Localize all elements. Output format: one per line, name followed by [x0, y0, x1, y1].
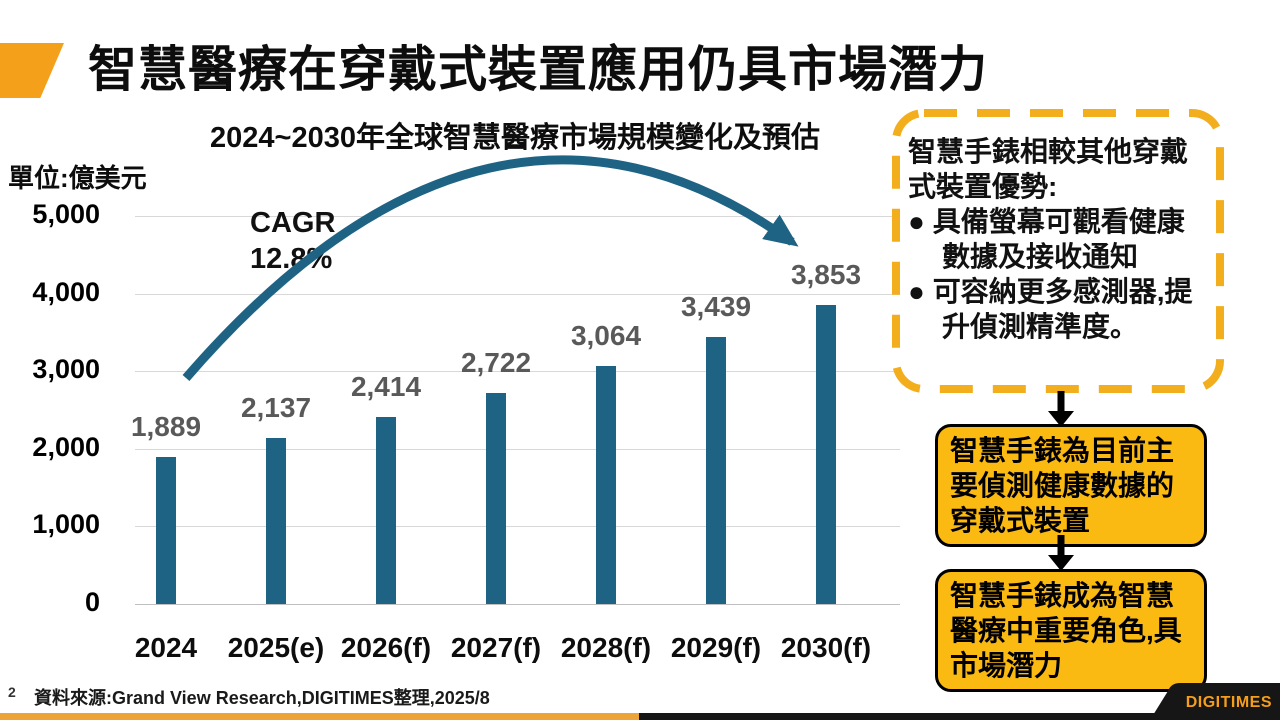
- page-title: 智慧醫療在穿戴式裝置應用仍具市場潛力: [88, 43, 989, 97]
- callout-bullet-1-text: 具備螢幕可觀看健康數據及接收通知: [932, 206, 1185, 272]
- gridline: [135, 448, 900, 450]
- gridline: [135, 293, 900, 295]
- x-axis-label: 2027(f): [450, 632, 542, 663]
- y-axis-label: 1,000: [32, 509, 100, 540]
- x-axis-label: 2029(f): [670, 632, 762, 663]
- gridline: [135, 604, 900, 605]
- bar-value-label: 2,722: [460, 346, 532, 378]
- bar-2030(f): [816, 305, 836, 604]
- y-axis-label: 3,000: [32, 354, 100, 385]
- x-axis-label: 2030(f): [780, 632, 872, 663]
- trend-arrow-icon: [182, 155, 799, 381]
- bar-2027(f): [486, 392, 506, 604]
- gridline: [135, 371, 900, 373]
- cagr-line1: CAGR: [250, 207, 336, 239]
- footer-orange-strip: [0, 713, 639, 720]
- digitimes-logo: DIGITIMES: [1185, 694, 1272, 711]
- x-axis-label: 2026(f): [340, 632, 432, 663]
- bar-2024: [156, 457, 176, 604]
- callout-bullet-2-text: 可容納更多感測器,提升偵測精準度。: [932, 276, 1193, 342]
- y-axis-label: 0: [84, 587, 100, 617]
- x-axis-label: 2028(f): [560, 632, 652, 663]
- bar-2028(f): [596, 366, 616, 604]
- gridline: [135, 216, 900, 217]
- callout-intro: 智慧手錶相較其他穿戴式裝置優勢:: [908, 136, 1189, 202]
- bar-2026(f): [376, 416, 396, 604]
- callout-dashed-border: [892, 109, 1224, 393]
- bar-2029(f): [706, 337, 726, 604]
- y-axis-label: 5,000: [32, 199, 100, 229]
- y-axis-label: 2,000: [32, 431, 100, 462]
- flow-box-smartwatch-current: 智慧手錶為目前主要偵測健康數據的穿戴式裝置: [935, 424, 1207, 547]
- chart-unit-label: 單位:億美元: [8, 163, 147, 193]
- x-axis-label: 2024: [134, 632, 198, 663]
- y-axis-label: 4,000: [32, 276, 100, 307]
- bar-2025(e): [266, 438, 286, 604]
- source-note: 資料來源:Grand View Research,DIGITIMES整理,202…: [34, 688, 490, 708]
- page-number: 2: [8, 684, 16, 700]
- callout-bullet-2: ● 可容納更多感測器,提升偵測精準度。: [908, 276, 1193, 342]
- bar-value-label: 1,889: [130, 411, 202, 443]
- bar-value-label: 3,853: [790, 259, 862, 290]
- flow-arrow-icon: [1048, 535, 1074, 571]
- bar-value-label: 3,439: [680, 291, 752, 323]
- callout-box: 智慧手錶相較其他穿戴式裝置優勢: ● 具備螢幕可觀看健康數據及接收通知 ● 可容…: [908, 134, 1210, 344]
- bar-value-label: 3,064: [570, 320, 642, 352]
- flow-arrow-icon: [1048, 391, 1074, 427]
- footer-black-strip: [639, 713, 1280, 720]
- gridline: [135, 526, 900, 528]
- callout-bullet-1: ● 具備螢幕可觀看健康數據及接收通知: [908, 206, 1185, 272]
- logo-plate: [1150, 683, 1280, 720]
- chart-title: 2024~2030年全球智慧醫療市場規模變化及預估: [210, 122, 820, 154]
- bar-value-label: 2,137: [240, 392, 312, 424]
- bar-value-label: 2,414: [350, 370, 422, 402]
- accent-parallelogram-icon: [0, 43, 64, 98]
- flow-box-smartwatch-future: 智慧手錶成為智慧醫療中重要角色,具市場潛力: [935, 569, 1207, 692]
- x-axis-label: 2025(e): [227, 632, 325, 663]
